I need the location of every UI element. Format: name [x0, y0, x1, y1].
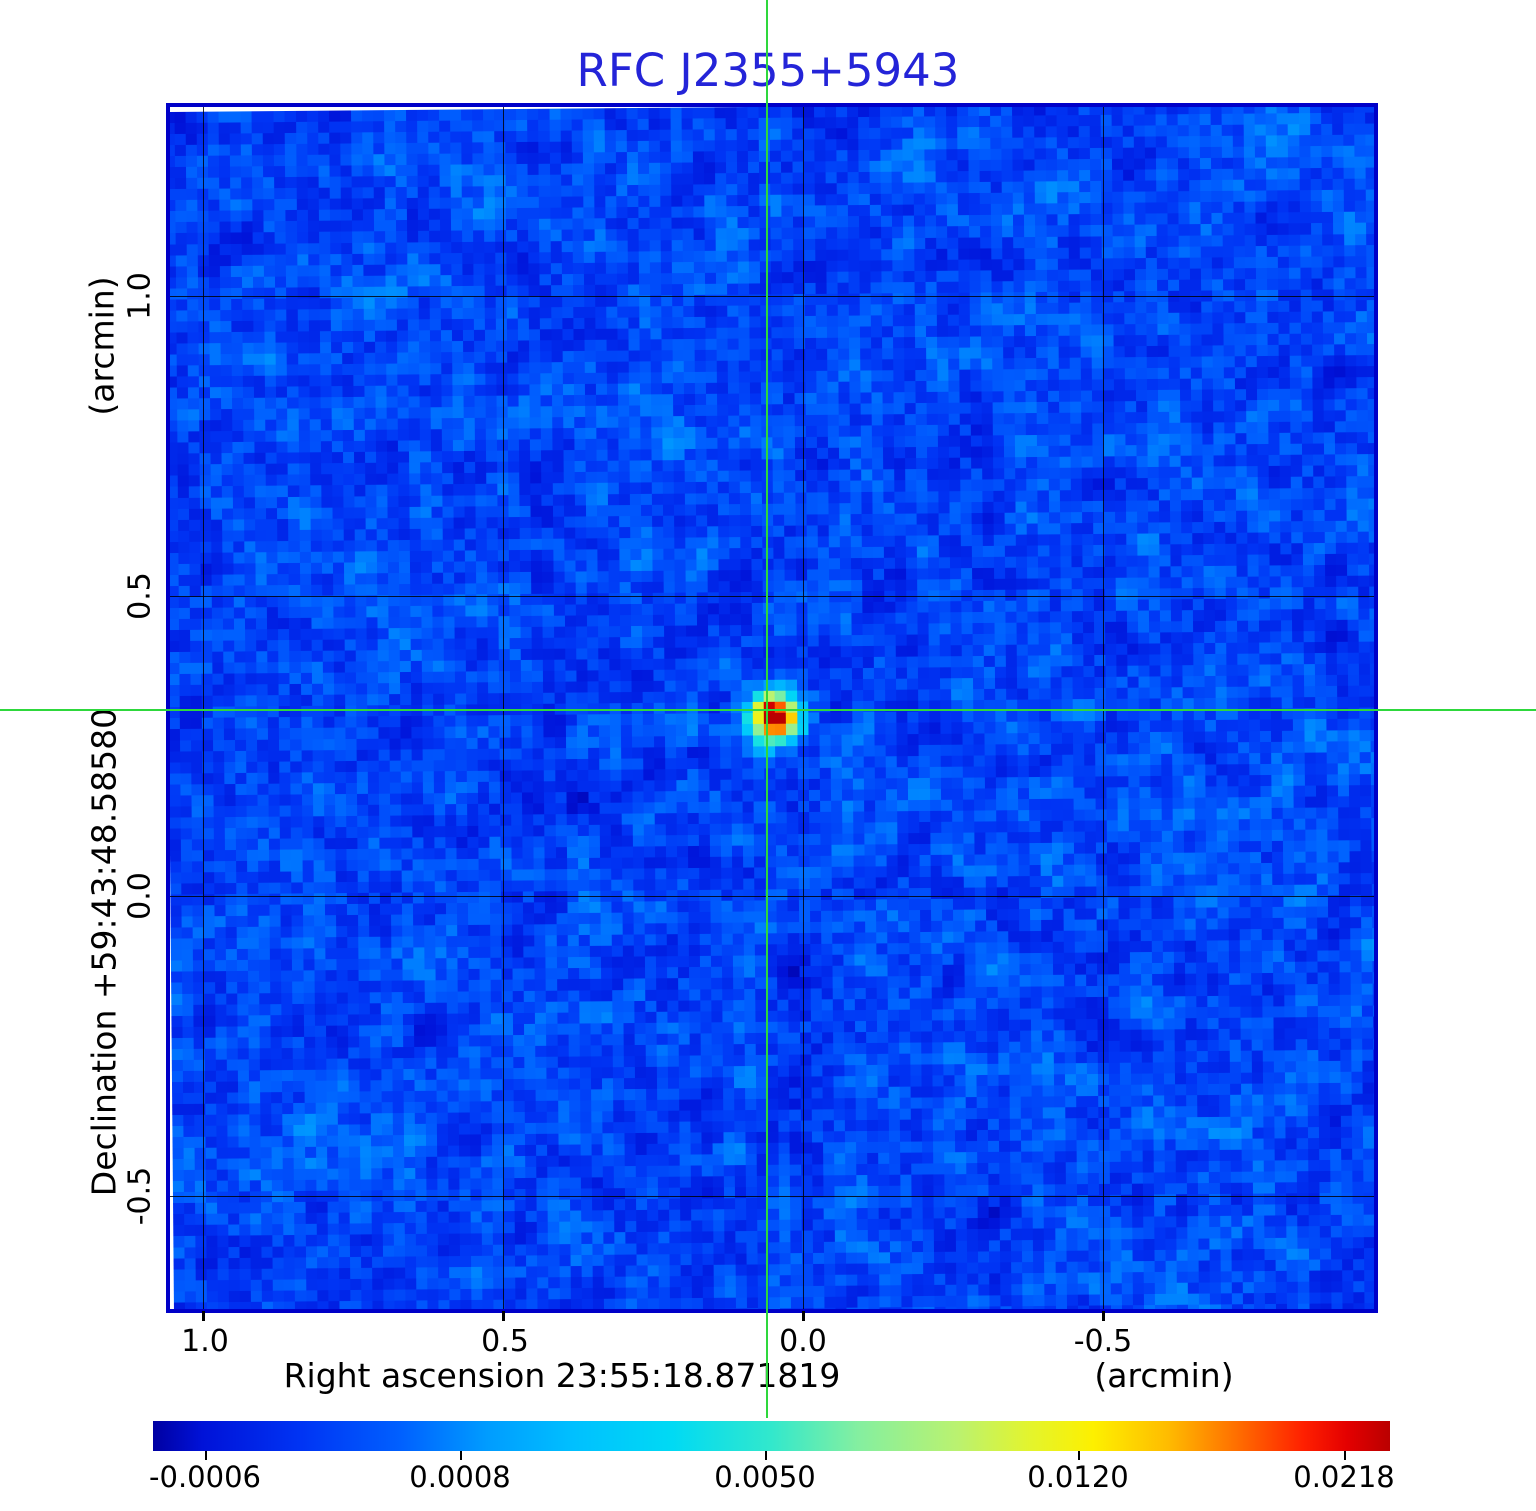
sky-map-plot [166, 103, 1378, 1313]
x-tick-label: 0.0 [779, 1324, 827, 1359]
colorbar-tick-label: 0.0218 [1293, 1460, 1395, 1494]
colorbar-tick [765, 1451, 767, 1460]
y-axis-title: Declination +59:43:48.58580 [84, 707, 124, 1197]
gridline-vertical [503, 107, 504, 1309]
y-tick-label: 0.0 [122, 872, 158, 920]
x-axis-title: Right ascension 23:55:18.871819 [283, 1356, 841, 1395]
axis-tick [202, 1311, 205, 1321]
gridline-horizontal [170, 1196, 1374, 1197]
axis-tick [802, 1311, 805, 1321]
colorbar-tick-label: -0.0006 [149, 1460, 261, 1494]
axis-tick [502, 1311, 505, 1321]
y-tick-label: 0.5 [122, 572, 158, 620]
colorbar-tick-label: 0.0120 [1027, 1460, 1129, 1494]
gridline-horizontal [170, 296, 1374, 297]
y-axis-unit: (arcmin) [82, 276, 122, 416]
colorbar-tick [460, 1451, 462, 1460]
colorbar-tick [1078, 1451, 1080, 1460]
colorbar-gradient [153, 1421, 1390, 1451]
gridline-horizontal [170, 896, 1374, 897]
x-tick-label: -0.5 [1073, 1324, 1133, 1359]
sky-map-image [170, 107, 1374, 1309]
x-tick-label: 1.0 [181, 1324, 229, 1359]
colorbar-tick [205, 1451, 207, 1460]
noise-canvas [170, 107, 1374, 1309]
gridline-horizontal [170, 596, 1374, 597]
x-tick-label: 0.5 [481, 1324, 529, 1359]
x-axis-unit: (arcmin) [1094, 1356, 1234, 1395]
colorbar-tick-label: 0.0050 [714, 1460, 816, 1494]
figure-title: RFC J2355+5943 [576, 44, 960, 97]
colorbar-tick-label: 0.0008 [409, 1460, 511, 1494]
gridline-vertical [803, 107, 804, 1309]
crosshair-horizontal [0, 709, 1536, 711]
axis-tick [1102, 1311, 1105, 1321]
y-tick-label: -0.5 [122, 1166, 158, 1226]
colorbar-tick [1344, 1451, 1346, 1460]
y-tick-label: 1.0 [122, 272, 158, 320]
gridline-vertical [1103, 107, 1104, 1309]
gridline-vertical [203, 107, 204, 1309]
